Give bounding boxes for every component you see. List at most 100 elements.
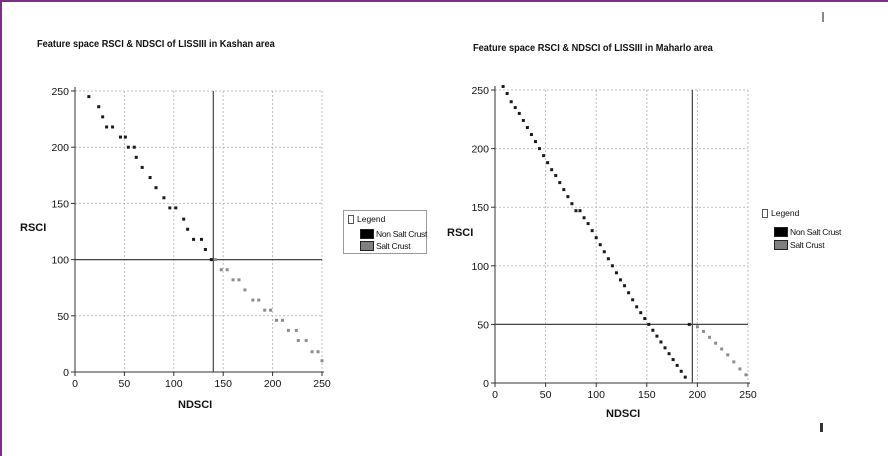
data-point [132, 145, 136, 149]
data-point [651, 328, 655, 332]
data-point [118, 135, 122, 139]
legend-swatch [774, 226, 788, 237]
x-tick-label: 250 [313, 378, 331, 390]
data-point [186, 227, 190, 231]
legend-item-salt-crust: Salt Crust [774, 239, 825, 250]
legend-swatch [360, 228, 374, 239]
data-point [296, 339, 300, 343]
data-point [509, 100, 513, 104]
y-tick-label: 100 [51, 255, 69, 267]
data-point [501, 84, 505, 88]
legend: Legend Non Salt Crust Salt Crust [343, 210, 427, 254]
data-point [663, 346, 667, 350]
data-point [744, 373, 748, 377]
series-non-salt-crust [87, 95, 213, 262]
legend-label: Salt Crust [376, 240, 411, 251]
data-point [614, 271, 618, 275]
data-point [269, 308, 273, 312]
data-point [578, 209, 582, 213]
data-point [513, 106, 517, 110]
data-point [538, 147, 542, 151]
data-point [659, 340, 663, 344]
y-tick-label: 0 [63, 367, 69, 379]
data-point [209, 258, 213, 262]
y-axis-label: RSCI [20, 222, 47, 234]
series-non-salt-crust [501, 84, 691, 379]
data-point [126, 145, 130, 149]
y-axis-label: RSCI [447, 227, 474, 239]
y-tick-label: 0 [483, 378, 489, 390]
y-tick-label: 150 [51, 198, 69, 210]
legend-title: Legend [357, 214, 386, 224]
data-point [192, 237, 196, 241]
data-point [714, 341, 718, 345]
x-tick-label: 50 [119, 378, 131, 390]
data-point [542, 154, 546, 158]
data-point [168, 206, 172, 210]
data-point [701, 329, 705, 333]
data-point [320, 359, 324, 363]
chart-title: Feature space RSCI & NDSCI of LISSIII in… [473, 42, 713, 54]
x-tick-label: 50 [540, 389, 552, 401]
data-point [618, 278, 622, 282]
data-point [286, 328, 290, 332]
data-point [562, 188, 566, 192]
data-point [140, 165, 144, 169]
data-point [687, 322, 691, 326]
y-tick-label: 150 [471, 202, 489, 214]
x-tick-label: 100 [165, 378, 183, 390]
data-point [675, 363, 679, 367]
y-tick-label: 50 [57, 311, 69, 323]
data-point [529, 133, 533, 137]
legend-layer-icon [348, 215, 354, 225]
y-tick-label: 50 [477, 319, 489, 331]
legend-swatch [774, 239, 788, 250]
data-point [162, 196, 166, 200]
data-point [280, 318, 284, 322]
legend-item-non-salt-crust: Non Salt Crust [360, 228, 427, 239]
data-point [708, 335, 712, 339]
data-point [570, 202, 574, 206]
data-point [101, 115, 105, 119]
series-salt-crust [695, 325, 748, 377]
x-tick-label: 250 [739, 389, 757, 401]
data-point [105, 125, 109, 129]
data-point [554, 174, 558, 178]
legend-swatch [360, 240, 374, 251]
stray-mark [820, 423, 823, 432]
data-point [148, 176, 152, 180]
x-axis-label: NDSCI [606, 408, 641, 420]
data-point [182, 217, 186, 221]
data-point [525, 126, 529, 130]
data-point [639, 311, 643, 315]
data-point [316, 350, 320, 354]
data-point [123, 135, 127, 139]
chart-title: Feature space RSCI & NDSCI of LISSIII in… [37, 38, 275, 50]
data-point [679, 369, 683, 373]
data-point [602, 250, 606, 254]
data-point [594, 236, 598, 240]
x-tick-label: 150 [214, 378, 232, 390]
y-tick-label: 100 [471, 261, 489, 273]
y-tick-label: 200 [51, 142, 69, 154]
data-point [671, 358, 675, 362]
data-point [294, 328, 298, 332]
data-point [631, 298, 635, 302]
data-point [111, 125, 115, 129]
data-point [720, 347, 724, 351]
series-salt-crust [213, 258, 324, 363]
legend-item-salt-crust: Salt Crust [360, 240, 411, 251]
data-point [550, 168, 554, 172]
data-point [199, 237, 203, 241]
data-point [732, 360, 736, 364]
data-point [623, 284, 627, 288]
data-point [213, 258, 217, 262]
data-point [667, 352, 671, 356]
data-point [134, 155, 138, 159]
x-tick-label: 0 [72, 378, 78, 390]
data-point [655, 334, 659, 338]
data-point [738, 367, 742, 371]
legend-label: Non Salt Crust [790, 226, 842, 237]
data-point [257, 298, 261, 302]
